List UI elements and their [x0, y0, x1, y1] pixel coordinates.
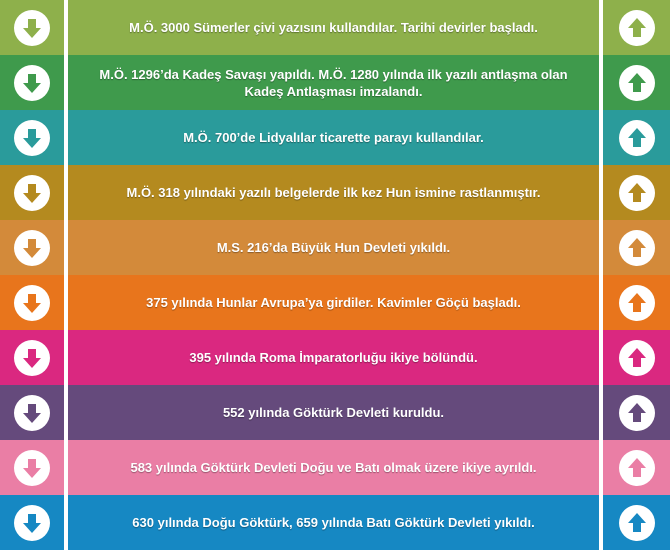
timeline-row: 583 yılında Göktürk Devleti Doğu ve Batı…: [0, 440, 670, 495]
timeline-row: 552 yılında Göktürk Devleti kuruldu.: [0, 385, 670, 440]
right-cell: [603, 330, 670, 385]
timeline-row: M.Ö. 700’de Lidyalılar ticarette parayı …: [0, 110, 670, 165]
timeline-row: M.S. 216’da Büyük Hun Devleti yıkıldı.: [0, 220, 670, 275]
arrow-down-circle-icon[interactable]: [14, 504, 50, 541]
timeline-row: 395 yılında Roma İmparatorluğu ikiye böl…: [0, 330, 670, 385]
left-cell: [0, 330, 64, 385]
arrow-down-circle-icon[interactable]: [14, 339, 50, 376]
arrow-down-circle-icon[interactable]: [14, 64, 50, 101]
arrow-up-circle-icon[interactable]: [618, 449, 655, 486]
divider-line: [64, 0, 68, 550]
event-text: M.Ö. 1296’da Kadeş Savaşı yapıldı. M.Ö. …: [99, 66, 568, 99]
event-text: 583 yılında Göktürk Devleti Doğu ve Batı…: [130, 460, 537, 475]
timeline-row: M.Ö. 1296’da Kadeş Savaşı yapıldı. M.Ö. …: [0, 55, 670, 110]
timeline-row: M.Ö. 318 yılındaki yazılı belgelerde ilk…: [0, 165, 670, 220]
divider-line: [599, 0, 603, 550]
right-cell: [603, 385, 670, 440]
right-cell: [603, 275, 670, 330]
event-text: M.Ö. 700’de Lidyalılar ticarette parayı …: [183, 130, 484, 145]
timeline-row: M.Ö. 3000 Sümerler çivi yazısını kulland…: [0, 0, 670, 55]
event-text: M.S. 216’da Büyük Hun Devleti yıkıldı.: [216, 240, 451, 255]
left-cell: [0, 55, 64, 110]
right-cell: [603, 165, 670, 220]
arrow-up-circle-icon[interactable]: [618, 174, 655, 211]
right-cell: [603, 440, 670, 495]
timeline-row: 630 yılında Doğu Göktürk, 659 yılında Ba…: [0, 495, 670, 550]
event-text: M.Ö. 318 yılındaki yazılı belgelerde ilk…: [126, 185, 541, 200]
right-cell: [603, 110, 670, 165]
arrow-down-circle-icon[interactable]: [14, 9, 50, 46]
left-cell: [0, 165, 64, 220]
arrow-down-circle-icon[interactable]: [14, 284, 50, 321]
arrow-up-circle-icon[interactable]: [618, 64, 655, 101]
arrow-up-circle-icon[interactable]: [618, 394, 655, 431]
event-text: 395 yılında Roma İmparatorluğu ikiye böl…: [189, 350, 478, 365]
arrow-up-circle-icon[interactable]: [618, 504, 655, 541]
arrow-up-circle-icon[interactable]: [618, 339, 655, 376]
event-text: 552 yılında Göktürk Devleti kuruldu.: [222, 405, 445, 420]
arrow-up-circle-icon[interactable]: [618, 119, 655, 156]
left-cell: [0, 385, 64, 440]
arrow-down-circle-icon[interactable]: [14, 119, 50, 156]
left-cell: [0, 275, 64, 330]
left-cell: [0, 495, 64, 550]
arrow-down-circle-icon[interactable]: [14, 229, 50, 266]
left-cell: [0, 440, 64, 495]
timeline-row: 375 yılında Hunlar Avrupa’ya girdiler. K…: [0, 275, 670, 330]
arrow-up-circle-icon[interactable]: [618, 9, 655, 46]
arrow-down-circle-icon[interactable]: [14, 174, 50, 211]
left-cell: [0, 110, 64, 165]
event-text: M.Ö. 3000 Sümerler çivi yazısını kulland…: [129, 20, 538, 35]
right-cell: [603, 220, 670, 275]
right-cell: [603, 495, 670, 550]
arrow-up-circle-icon[interactable]: [618, 229, 655, 266]
left-cell: [0, 0, 64, 55]
right-cell: [603, 55, 670, 110]
arrow-down-circle-icon[interactable]: [14, 394, 50, 431]
arrow-up-circle-icon[interactable]: [618, 284, 655, 321]
left-cell: [0, 220, 64, 275]
arrow-down-circle-icon[interactable]: [14, 449, 50, 486]
event-text: 630 yılında Doğu Göktürk, 659 yılında Ba…: [132, 515, 535, 530]
right-cell: [603, 0, 670, 55]
event-text: 375 yılında Hunlar Avrupa’ya girdiler. K…: [146, 295, 521, 310]
